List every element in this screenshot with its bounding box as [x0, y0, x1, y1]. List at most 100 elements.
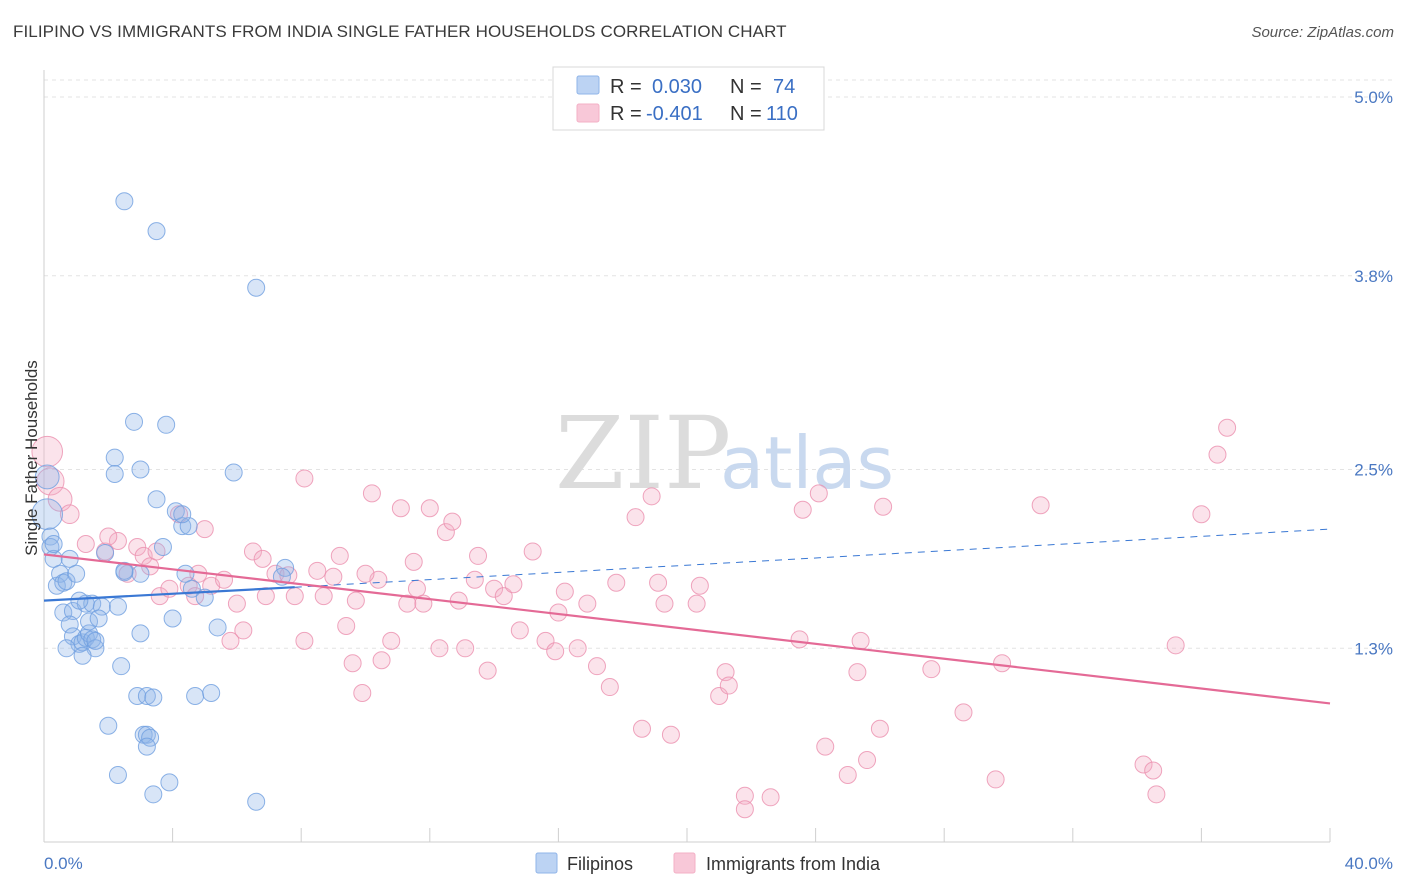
- point-india-85: [858, 751, 877, 770]
- point-india-36: [362, 484, 381, 503]
- point-india-84: [851, 631, 870, 650]
- point-india-15: [179, 576, 198, 595]
- legend-n-value-2: 110: [766, 103, 798, 125]
- point-india-103: [221, 631, 240, 650]
- point-india-32: [330, 546, 349, 565]
- point-india-22: [243, 542, 262, 561]
- point-india-40: [391, 499, 410, 518]
- trend-filipinos-dashed: [294, 528, 1331, 588]
- point-filipinos-29: [96, 543, 115, 562]
- series-label-filipinos: Filipinos: [567, 854, 633, 874]
- point-india-61: [578, 594, 597, 613]
- point-india-86: [870, 719, 889, 738]
- legend-swatch-india: [576, 103, 600, 123]
- point-filipinos-31: [105, 464, 124, 483]
- point-filipinos-47: [208, 618, 227, 637]
- point-india-53: [494, 587, 513, 606]
- x-tick-label-1: 40.0%: [1345, 854, 1393, 873]
- point-filipinos-8: [54, 573, 73, 592]
- point-filipinos-52: [137, 686, 156, 705]
- point-india-8: [128, 537, 147, 556]
- point-india-49: [456, 639, 475, 658]
- point-india-67: [642, 487, 661, 506]
- point-filipinos-68: [73, 646, 92, 665]
- point-india-28: [295, 631, 314, 650]
- x-tick-labels: 0.0% 40.0%: [44, 854, 1393, 873]
- point-india-75: [719, 676, 738, 695]
- point-india-60: [568, 639, 587, 658]
- trend-filipinos-solid: [43, 586, 295, 602]
- point-india-33: [337, 616, 356, 635]
- point-filipinos-69: [57, 639, 76, 658]
- point-india-82: [838, 765, 857, 784]
- series-swatch-india: [673, 852, 696, 874]
- point-india-63: [600, 678, 619, 697]
- point-filipinos-30: [105, 448, 124, 467]
- point-india-88: [922, 660, 941, 679]
- point-filipinos-51: [128, 686, 147, 705]
- point-filipinos-48: [224, 463, 243, 482]
- point-filipinos-28: [112, 657, 131, 676]
- legend-n-value-1: 74: [773, 76, 795, 98]
- point-india-46: [436, 523, 455, 542]
- series-swatch-filipinos: [535, 852, 558, 874]
- point-india-34: [346, 591, 365, 610]
- legend-n-label-2: N =: [730, 103, 762, 125]
- point-india-94: [1144, 761, 1163, 780]
- point-india-96: [1166, 636, 1185, 655]
- point-filipinos-21: [80, 612, 99, 631]
- source-label: Source: ZipAtlas.com: [1251, 24, 1394, 41]
- point-india-47: [443, 512, 462, 531]
- point-india-20: [227, 594, 246, 613]
- point-india-93: [1134, 755, 1153, 774]
- point-filipinos-57: [137, 737, 156, 756]
- point-india-74: [716, 663, 735, 682]
- point-india-109: [343, 654, 362, 673]
- point-india-59: [555, 582, 574, 601]
- point-india-66: [632, 719, 651, 738]
- legend-n-label-1: N =: [730, 76, 762, 98]
- point-india-81: [816, 737, 835, 756]
- point-india-35: [353, 684, 372, 702]
- point-india-106: [465, 570, 484, 589]
- point-filipinos-66: [147, 222, 166, 241]
- point-india-101: [295, 469, 314, 488]
- point-india-68: [649, 573, 668, 592]
- point-india-23: [253, 549, 272, 568]
- point-india-17: [195, 520, 214, 539]
- point-india-51: [478, 661, 497, 680]
- point-filipinos-12: [54, 603, 73, 622]
- point-india-80: [809, 484, 828, 503]
- point-filipinos-39: [157, 415, 176, 434]
- point-filipinos-27: [108, 597, 127, 616]
- point-filipinos-73: [173, 505, 192, 524]
- point-filipinos-25: [70, 591, 89, 610]
- point-india-95: [1147, 785, 1166, 804]
- point-filipinos-62: [160, 773, 179, 792]
- point-india-99: [1218, 418, 1237, 437]
- legend-swatch-filipinos: [576, 75, 600, 95]
- point-india-48: [449, 591, 468, 610]
- point-india-98: [1208, 445, 1227, 464]
- y-axis-label: Single Father Households: [22, 360, 41, 556]
- point-india-41: [398, 594, 417, 613]
- point-filipinos-53: [144, 688, 163, 707]
- point-india-27: [285, 587, 304, 606]
- point-filipinos-37: [147, 490, 166, 509]
- axes: [43, 70, 1331, 843]
- y-tick-label-2: 3.8%: [1354, 267, 1393, 286]
- y-tick-label-1: 2.5%: [1354, 461, 1393, 480]
- point-filipinos-43: [179, 517, 198, 536]
- point-india-54: [504, 575, 523, 594]
- y-tick-label-0: 1.3%: [1354, 639, 1393, 658]
- series-legend: Filipinos Immigrants from India: [535, 852, 881, 874]
- point-india-91: [993, 654, 1012, 673]
- point-india-97: [1192, 505, 1211, 524]
- point-filipinos-65: [115, 192, 134, 211]
- point-filipinos-67: [247, 278, 266, 297]
- chart-title: FILIPINO VS IMMIGRANTS FROM INDIA SINGLE…: [13, 22, 787, 41]
- legend-r-label-1: R =: [610, 76, 642, 98]
- stats-legend: R = 0.030 N = 74 R = -0.401 N = 110: [552, 66, 825, 131]
- watermark-zip: ZIP: [555, 395, 731, 512]
- point-india-104: [99, 527, 118, 546]
